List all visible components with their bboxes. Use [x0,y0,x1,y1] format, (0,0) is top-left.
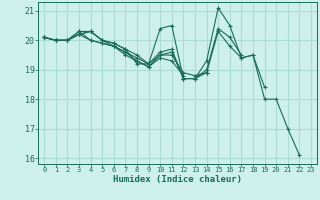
X-axis label: Humidex (Indice chaleur): Humidex (Indice chaleur) [113,175,242,184]
